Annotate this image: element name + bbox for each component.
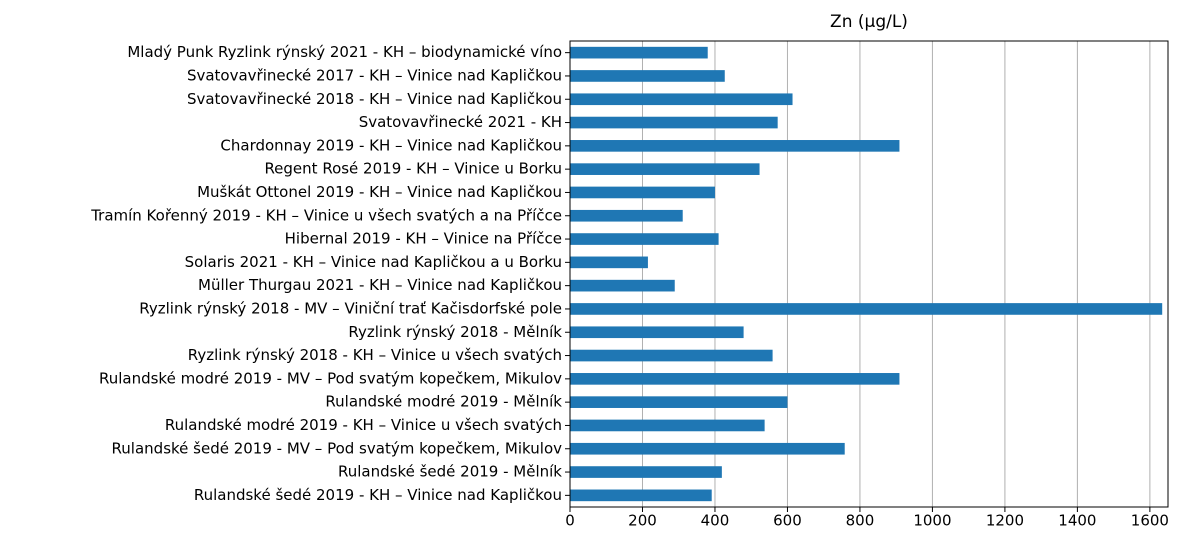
y-tick-label: Ryzlink rýnský 2018 - KH – Vinice u všec…: [188, 346, 562, 364]
x-tick-label: 1200: [986, 512, 1024, 530]
y-tick-label: Rulandské šedé 2019 - MV – Pod svatým ko…: [112, 439, 563, 457]
x-tick-label: 600: [773, 512, 802, 530]
bar: [570, 466, 722, 478]
y-tick-label: Ryzlink rýnský 2018 - MV – Viniční trať …: [139, 299, 562, 317]
bar: [570, 116, 778, 129]
x-tick-label: 1400: [1058, 512, 1096, 530]
y-tick-label: Svatovavřinecké 2018 - KH – Vinice nad K…: [187, 90, 562, 108]
bar: [570, 256, 648, 269]
bar: [570, 93, 793, 106]
y-tick-label: Rulandské šedé 2019 - Mělník: [338, 463, 562, 481]
y-tick-label: Rulandské modré 2019 - MV – Pod svatým k…: [99, 369, 562, 387]
y-tick-label: Tramín Kořenný 2019 - KH – Vinice u všec…: [90, 206, 562, 224]
x-tick-label: 800: [846, 512, 875, 530]
bar: [570, 70, 725, 82]
bar: [570, 442, 845, 455]
y-tick-label: Rulandské modré 2019 - KH – Vinice u vše…: [165, 416, 562, 434]
y-tick-label: Chardonnay 2019 - KH – Vinice nad Kaplič…: [220, 136, 562, 154]
y-tick-label: Rulandské modré 2019 - Mělník: [325, 393, 562, 411]
y-tick-label: Hibernal 2019 - KH – Vinice na Příčce: [285, 230, 562, 248]
bar: [570, 349, 773, 362]
bar: [570, 303, 1163, 315]
bar: [570, 186, 715, 199]
y-tick-label: Rulandské šedé 2019 - KH – Vinice nad Ka…: [194, 486, 562, 504]
x-tick-label: 1600: [1131, 512, 1169, 530]
chart-title: Zn (µg/L): [830, 12, 908, 32]
x-tick-label: 0: [565, 512, 575, 530]
y-tick-label: Ryzlink rýnský 2018 - Mělník: [348, 323, 562, 341]
bar: [570, 396, 788, 408]
bar: [570, 489, 712, 502]
plot-frame: [569, 40, 1169, 508]
y-tick-label: Mladý Punk Ryzlink rýnský 2021 - KH – bi…: [127, 43, 562, 61]
y-tick-label: Svatovavřinecké 2017 - KH – Vinice nad K…: [187, 66, 562, 84]
x-tick-label: 1000: [913, 512, 951, 530]
y-tick-label: Müller Thurgau 2021 - KH – Vinice nad Ka…: [198, 276, 562, 294]
x-tick-label: 400: [701, 512, 730, 530]
bar: [570, 140, 900, 152]
x-tick-label: 200: [628, 512, 657, 530]
y-tick-label: Solaris 2021 - KH – Vinice nad Kapličkou…: [185, 253, 562, 271]
bar: [570, 373, 900, 385]
bar: [570, 326, 744, 339]
y-tick-label: Svatovavřinecké 2021 - KH: [359, 113, 562, 131]
bar: [570, 419, 765, 432]
bar: [570, 233, 719, 245]
bar: [570, 279, 675, 292]
y-tick-label: Muškát Ottonel 2019 - KH – Vinice nad Ka…: [197, 183, 562, 201]
y-tick-label: Regent Rosé 2019 - KH – Vinice u Borku: [264, 160, 562, 178]
bar: [570, 163, 760, 175]
bar: [570, 209, 683, 222]
bar: [570, 46, 708, 59]
